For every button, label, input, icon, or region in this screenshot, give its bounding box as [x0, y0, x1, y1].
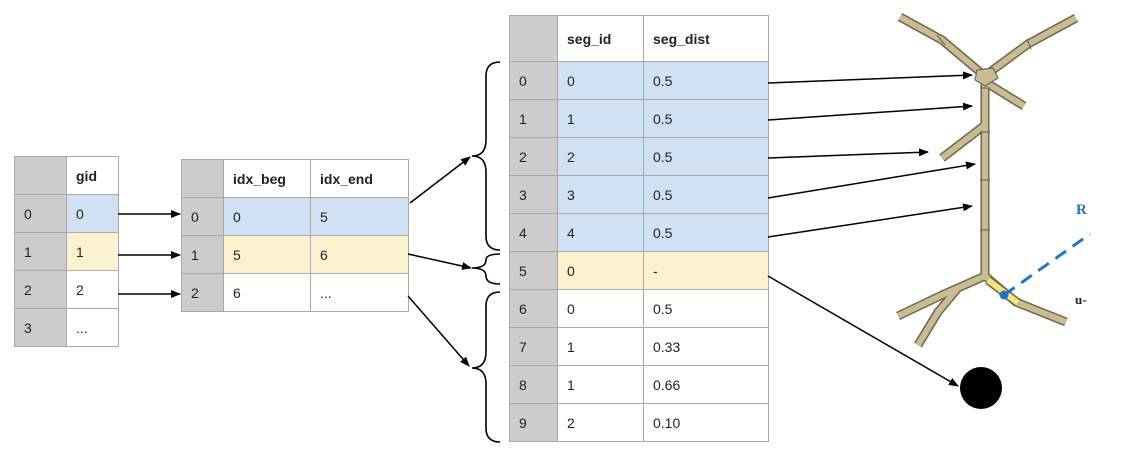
arrow-seg-1: [767, 102, 973, 121]
idx-end-cell: ...: [310, 273, 409, 312]
seg-dist-cell: 0.5: [643, 175, 769, 214]
arrow-seg-4: [767, 203, 973, 238]
gid-table-corner: [14, 156, 67, 195]
gid-table-row: 3...: [14, 308, 119, 347]
seg-dist-column-header: seg_dist: [643, 15, 769, 62]
row-index: 0: [181, 197, 224, 236]
row-index: 3: [509, 175, 558, 214]
arrow-seg-3: [767, 161, 976, 199]
gid-table: gid 0 0 1 1 2 2 3...: [14, 156, 119, 347]
idx-end-column-header: idx_end: [310, 159, 409, 198]
row-index: 1: [181, 235, 224, 274]
arrow-seg-2: [767, 148, 929, 159]
gid-cell: 0: [66, 194, 119, 233]
brace-cell-2: [471, 291, 501, 443]
seg-id-cell: 0: [557, 289, 644, 328]
idx-beg-cell: 0: [223, 197, 311, 236]
seg-id-cell: 4: [557, 213, 644, 252]
seg-dist-cell: 0.5: [643, 213, 769, 252]
index-to-segment-arrows: [407, 156, 472, 367]
segment-row: 7 1 0.33: [509, 327, 769, 366]
idx-beg-cell: 6: [223, 273, 311, 312]
seg-dist-cell: 0.5: [643, 61, 769, 100]
segment-row: 8 1 0.66: [509, 365, 769, 404]
seg-id-column-header: seg_id: [557, 15, 644, 62]
segment-row: 6 0 0.5: [509, 289, 769, 328]
index-range-table: idx_beg idx_end 0 0 5 1 5 6 2 6...: [181, 159, 409, 312]
seg-dist-cell: 0.66: [643, 365, 769, 404]
soma-junction: [974, 67, 999, 87]
index-range-row: 2 6...: [181, 273, 409, 312]
gid-cell: 2: [66, 270, 119, 309]
index-range-corner: [181, 159, 224, 198]
synapse-dashed-line: [1003, 232, 1091, 297]
arrow-seg-0: [767, 71, 973, 84]
brace-cell-0: [471, 61, 501, 251]
seg-id-cell: 2: [557, 137, 644, 176]
seg-dist-cell: 0.5: [643, 137, 769, 176]
point-neuron-circle: [960, 367, 1002, 409]
row-index: 1: [509, 99, 558, 138]
idx-beg-cell: 5: [223, 235, 311, 274]
segment-header-row: seg_id seg_dist: [509, 15, 769, 62]
arrow-seg-5: [767, 275, 959, 387]
idx-end-cell: 6: [310, 235, 409, 274]
idx-beg-column-header: idx_beg: [223, 159, 311, 198]
seg-id-cell: 0: [557, 61, 644, 100]
idx-end-cell: 5: [310, 197, 409, 236]
segment-braces: [471, 61, 501, 443]
row-index: 7: [509, 327, 558, 366]
neuron-label-r: R: [1076, 202, 1087, 218]
segment-to-neuron-arrows: [767, 71, 976, 387]
segment-row: 9 2 0.10: [509, 403, 769, 442]
seg-dist-cell: -: [643, 251, 769, 290]
gid-cell: 1: [66, 232, 119, 271]
index-range-header-row: idx_beg idx_end: [181, 159, 409, 198]
segment-row: 1 1 0.5: [509, 99, 769, 138]
segment-table: seg_id seg_dist 0 0 0.5 1 1 0.5 2 2 0.5 3 3 0.5 4 4 0.…: [509, 15, 769, 442]
segment-row: 0 0 0.5: [509, 61, 769, 100]
neuron-morphology: R u-: [896, 13, 1091, 409]
seg-id-cell: 3: [557, 175, 644, 214]
row-index: 9: [509, 403, 558, 442]
row-index: 0: [14, 194, 67, 233]
row-index: 4: [509, 213, 558, 252]
seg-id-cell: 2: [557, 403, 644, 442]
seg-dist-cell: 0.10: [643, 403, 769, 442]
gid-cell: ...: [66, 308, 119, 347]
row-index: 0: [509, 61, 558, 100]
synapse-point: [999, 290, 1009, 300]
seg-id-cell: 1: [557, 327, 644, 366]
segment-row: 4 4 0.5: [509, 213, 769, 252]
row-index: 1: [14, 232, 67, 271]
neuron-label-u: u-: [1075, 292, 1087, 307]
gid-to-index-arrows: [118, 210, 181, 298]
brace-cell-1: [471, 253, 501, 285]
seg-dist-cell: 0.33: [643, 327, 769, 366]
arrow-range-1: [407, 253, 472, 270]
segment-row: 3 3 0.5: [509, 175, 769, 214]
seg-id-cell: 1: [557, 365, 644, 404]
seg-id-cell: 1: [557, 99, 644, 138]
arrow-range-0: [409, 156, 471, 204]
segment-row: 2 2 0.5: [509, 137, 769, 176]
row-index: 3: [14, 308, 67, 347]
arrow-range-2: [407, 295, 470, 367]
